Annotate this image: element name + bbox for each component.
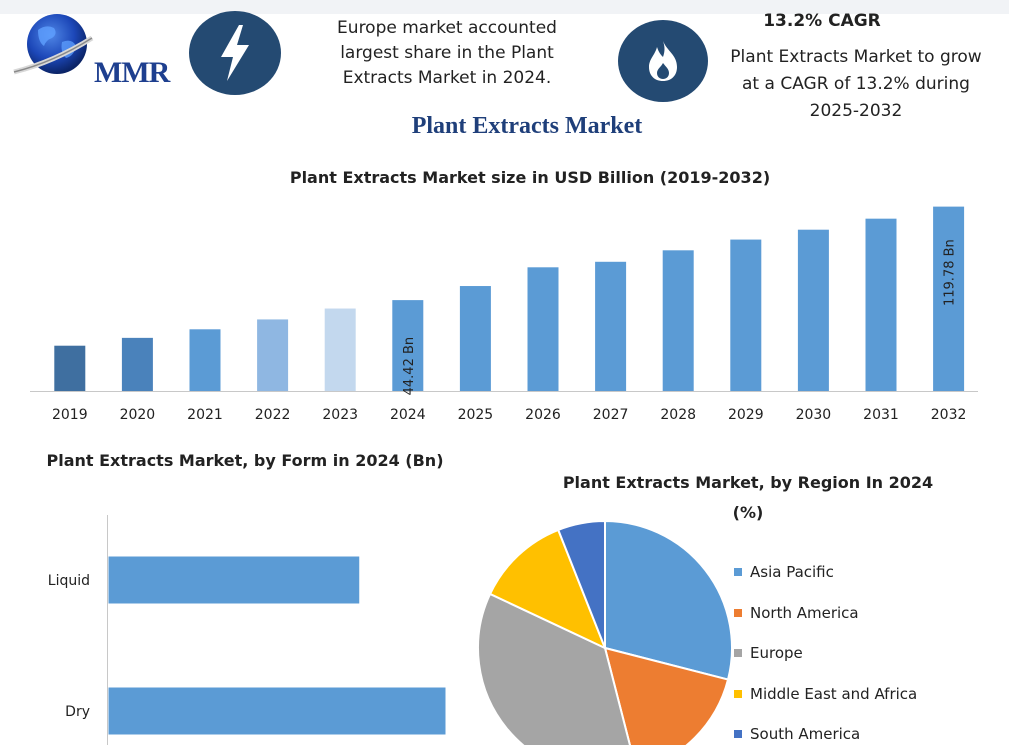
legend-swatch — [734, 608, 742, 617]
x-tick-label: 2020 — [120, 407, 156, 423]
bar-2019 — [54, 345, 86, 391]
mmr-logo: MMR — [10, 12, 190, 89]
bar-2021 — [189, 329, 221, 391]
bar-2031 — [865, 218, 897, 391]
pie-slice-north-america — [603, 646, 730, 745]
legend-label: South America — [750, 725, 861, 744]
form-bar-liquid — [108, 556, 360, 604]
legend-item: North America — [734, 593, 917, 634]
legend-item: Asia Pacific — [734, 552, 917, 593]
bar-2032 — [933, 206, 965, 391]
region-chart-title: Plant Extracts Market, by Region In 2024… — [562, 473, 934, 522]
legend-label: Middle East and Africa — [750, 684, 918, 703]
form-bar-dry — [108, 687, 446, 735]
bar-2028 — [662, 250, 694, 391]
bar-2022 — [257, 319, 289, 391]
legend-label: North America — [750, 603, 859, 622]
x-tick-label: 2023 — [322, 407, 358, 423]
top-strip — [0, 0, 1009, 14]
legend-item: Middle East and Africa — [734, 674, 917, 715]
x-tick-label: 2021 — [187, 407, 223, 423]
x-tick-label: 2031 — [863, 407, 899, 423]
x-tick-label: 2028 — [660, 407, 696, 423]
market-size-chart-title: Plant Extracts Market size in USD Billio… — [289, 168, 771, 187]
x-tick-label: 2025 — [458, 407, 494, 423]
form-chart-title: Plant Extracts Market, by Form in 2024 (… — [46, 451, 444, 470]
bar-data-label: 119.78 Bn — [943, 239, 958, 306]
pie-slice-south-america — [556, 519, 606, 649]
bar-2023 — [324, 308, 356, 391]
bar-2024 — [392, 300, 424, 391]
bar-2029 — [730, 239, 762, 391]
legend-swatch — [734, 730, 742, 739]
bar-2026 — [527, 267, 559, 391]
x-tick-label: 2032 — [931, 407, 967, 423]
pie-slice-middle-east-and-africa — [488, 528, 607, 650]
region-legend: Asia Pacific North America Europe Middle Ea… — [734, 552, 917, 755]
cagr-title: 13.2% CAGR — [763, 11, 881, 31]
x-tick-label: 2029 — [728, 407, 764, 423]
legend-swatch — [734, 649, 742, 658]
lightning-icon — [189, 11, 281, 95]
x-tick-label: 2026 — [525, 407, 561, 423]
legend-label: Europe — [750, 644, 803, 663]
cagr-note: Plant Extracts Market to grow at a CAGR … — [730, 47, 982, 121]
bar-2030 — [797, 229, 829, 391]
bar-data-label: 44.42 Bn — [402, 337, 417, 396]
legend-swatch — [734, 689, 742, 698]
x-tick-label: 2022 — [255, 407, 291, 423]
legend-swatch — [734, 568, 742, 577]
bar-2025 — [459, 286, 491, 391]
pie-slice-europe — [477, 592, 631, 745]
x-tick-label: 2030 — [796, 407, 832, 423]
x-tick-label: 2019 — [52, 407, 88, 423]
y-tick-label: Dry — [65, 704, 90, 720]
market-size-bar-chart: 2019 2020 2021 2022 2023 2024 44.42 Bn 2025 2026… — [30, 206, 978, 423]
form-bar-chart: Liquid Dry — [48, 515, 446, 745]
bar-2027 — [595, 261, 627, 391]
logo-text: MMR — [94, 56, 170, 89]
y-tick-label: Liquid — [48, 573, 90, 589]
legend-item: Europe — [734, 633, 917, 674]
bar-2020 — [121, 337, 153, 391]
legend-item: South America — [734, 714, 917, 755]
region-pie-chart — [477, 519, 733, 745]
pie-slice-asia-pacific — [604, 519, 733, 681]
europe-share-note: Europe market accounted largest share in… — [337, 18, 557, 88]
flame-icon — [618, 20, 708, 102]
page-title: Plant Extracts Market — [411, 113, 643, 139]
legend-label: Asia Pacific — [750, 563, 834, 582]
globe-icon — [13, 14, 94, 75]
x-tick-label: 2024 — [390, 407, 426, 423]
x-tick-label: 2027 — [593, 407, 629, 423]
